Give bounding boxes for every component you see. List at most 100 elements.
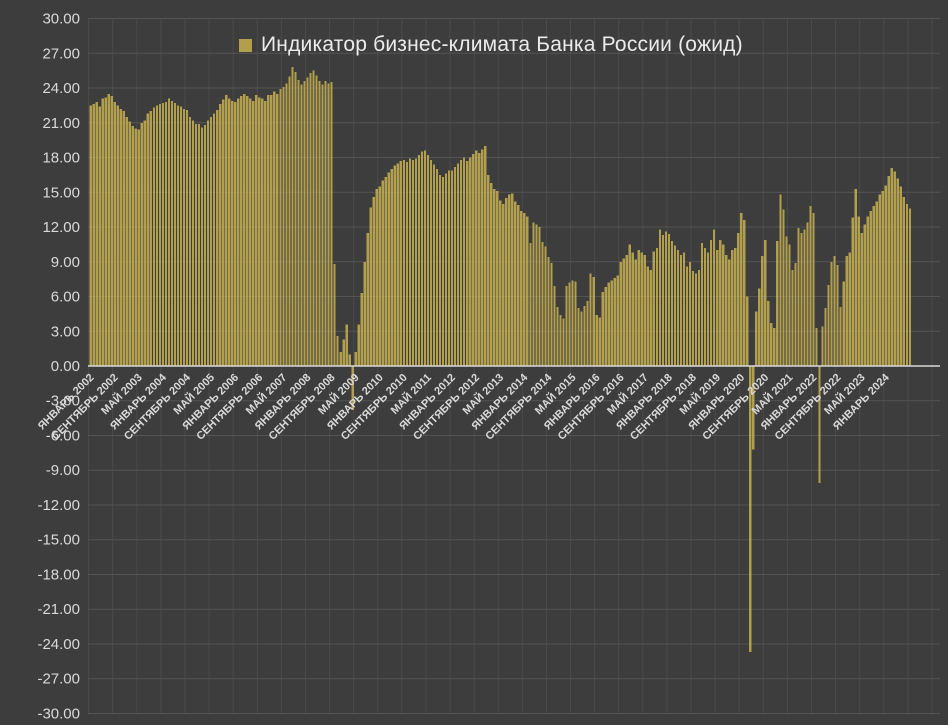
bar: [399, 160, 402, 366]
bar: [577, 308, 580, 366]
y-axis-tick-label: 30.00: [42, 11, 80, 28]
bar: [173, 103, 177, 366]
bar: [426, 155, 430, 366]
bar-series: [89, 67, 912, 653]
bar: [176, 105, 180, 366]
bar: [622, 258, 625, 366]
bar: [779, 194, 782, 366]
bar: [691, 271, 695, 366]
bar: [634, 259, 637, 366]
bar: [785, 236, 788, 366]
bar: [453, 166, 457, 366]
bar: [336, 335, 339, 366]
bar: [770, 323, 773, 366]
chart-legend: Индикатор бизнес-климата Банка России (о…: [239, 33, 743, 57]
bar: [712, 229, 716, 366]
bar: [146, 113, 149, 367]
bar: [625, 254, 628, 366]
bar: [309, 72, 312, 366]
bar: [348, 354, 351, 366]
bar: [842, 281, 845, 366]
bar: [806, 222, 809, 366]
bar: [435, 169, 439, 366]
bar: [740, 213, 743, 366]
bar: [411, 159, 415, 366]
bar: [737, 232, 740, 366]
bar: [571, 280, 574, 366]
bar: [652, 251, 655, 366]
bar: [222, 99, 225, 366]
bar: [824, 308, 827, 366]
bar: [116, 105, 119, 366]
bar: [694, 273, 698, 366]
bar: [526, 216, 529, 366]
bar: [535, 224, 538, 366]
bar: [478, 152, 481, 366]
bar: [794, 262, 797, 366]
bar: [107, 93, 110, 367]
bar: [610, 280, 613, 366]
bar: [420, 151, 424, 366]
y-axis-tick-label: -30.00: [37, 706, 80, 723]
bar: [297, 79, 300, 367]
bar: [812, 213, 815, 366]
y-axis-tick-label: -21.00: [37, 601, 80, 618]
bar: [863, 224, 866, 366]
bar: [128, 121, 131, 366]
bar: [670, 240, 674, 366]
bar: [673, 245, 677, 366]
bar: [444, 173, 448, 366]
bar: [197, 123, 201, 366]
bar: [788, 244, 791, 366]
bar: [113, 101, 116, 366]
bar: [746, 296, 749, 366]
bar: [758, 288, 761, 366]
bar: [134, 128, 137, 366]
bar: [676, 250, 680, 366]
bar: [541, 242, 544, 366]
bar: [396, 163, 399, 366]
bar: [875, 201, 878, 366]
legend-series-marker: [239, 38, 252, 52]
bar: [270, 94, 273, 367]
bar: [529, 243, 532, 366]
bar: [140, 122, 143, 366]
bar: [803, 229, 806, 366]
bar: [378, 186, 381, 366]
bar: [240, 96, 243, 367]
bar: [155, 105, 159, 366]
bar: [511, 193, 514, 366]
bar: [499, 200, 502, 366]
bar: [857, 216, 860, 366]
bar: [869, 210, 872, 366]
bar: [649, 269, 652, 366]
bar: [294, 71, 297, 366]
bar: [137, 129, 140, 366]
bar: [800, 232, 803, 366]
bar: [246, 96, 249, 367]
bar: [902, 196, 905, 366]
bar: [640, 252, 643, 366]
bar: [595, 315, 598, 366]
legend-series-label: Индикатор бизнес-климата Банка России (о…: [261, 33, 743, 56]
bar: [830, 261, 833, 366]
bar: [734, 247, 737, 366]
y-axis-tick-label: 21.00: [42, 115, 80, 132]
bar: [547, 257, 550, 366]
bar: [773, 327, 776, 366]
bar: [231, 100, 234, 366]
bar: [655, 247, 659, 366]
bar: [459, 159, 463, 366]
bar: [279, 89, 282, 367]
bar: [896, 178, 899, 366]
bar: [98, 106, 101, 366]
bar: [815, 327, 818, 366]
bar: [550, 262, 553, 366]
bar: [749, 366, 752, 653]
bar: [234, 101, 237, 366]
bar: [92, 104, 95, 366]
y-axis-tick-label: -3.00: [46, 393, 80, 410]
bar: [405, 162, 409, 366]
bar: [182, 108, 186, 367]
bar: [119, 108, 122, 367]
